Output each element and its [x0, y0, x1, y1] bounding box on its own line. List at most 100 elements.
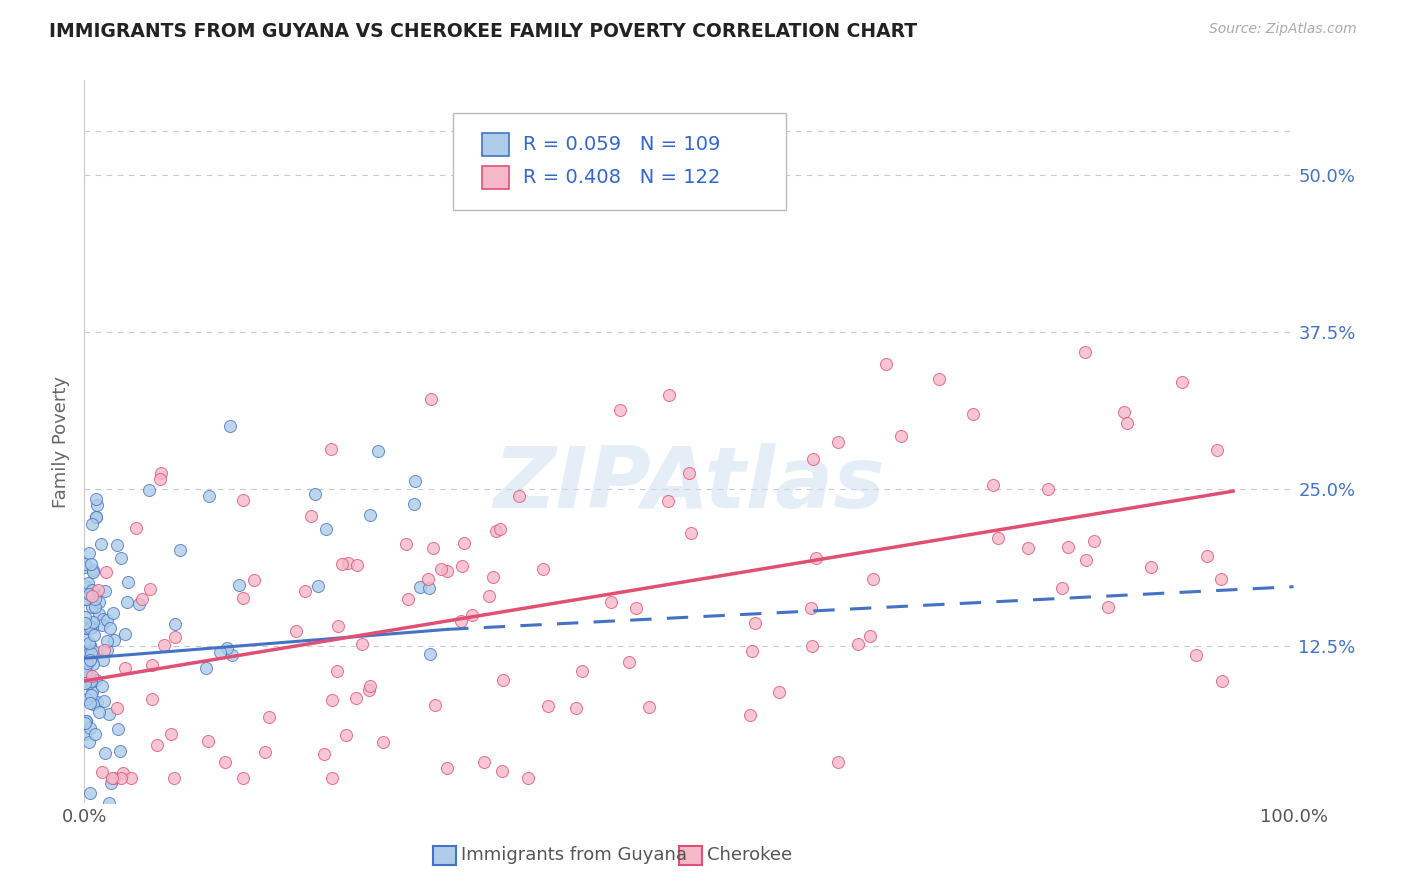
Point [84, 591, 107, 606]
Point [105, 701, 128, 715]
Point [1115, 416, 1137, 430]
Point [359, 508, 381, 522]
Point [77, 636, 100, 650]
Point [79, 585, 101, 599]
Point [232, 492, 254, 507]
Point [83, 628, 105, 642]
Text: Immigrants from Guyana: Immigrants from Guyana [461, 847, 688, 864]
Point [98, 706, 121, 721]
Point [115, 595, 138, 609]
Point [396, 592, 419, 607]
Point [319, 442, 342, 456]
Point [128, 598, 150, 612]
Point [395, 536, 418, 550]
Point [315, 522, 337, 536]
Point [337, 556, 360, 570]
Point [862, 572, 884, 586]
Point [110, 551, 132, 566]
Point [80, 668, 103, 682]
Point [163, 771, 186, 785]
Point [89, 607, 111, 621]
Point [232, 591, 254, 606]
Point [82, 615, 104, 629]
Point [599, 594, 621, 608]
Point [346, 558, 368, 572]
Point [79, 721, 101, 735]
Point [451, 558, 474, 573]
Point [138, 483, 160, 497]
Point [453, 536, 475, 550]
Point [472, 756, 495, 770]
Point [75, 714, 97, 728]
Point [77, 576, 100, 591]
Point [77, 669, 100, 683]
Point [436, 564, 458, 578]
Point [1017, 541, 1039, 556]
Point [131, 591, 153, 606]
Point [107, 722, 129, 736]
Point [120, 771, 142, 785]
Point [100, 776, 122, 790]
Point [304, 487, 326, 501]
Point [82, 620, 104, 634]
Point [928, 371, 950, 385]
Point [141, 692, 163, 706]
Point [485, 524, 508, 539]
Point [326, 619, 349, 633]
Point [165, 617, 187, 632]
Point [98, 621, 121, 635]
Point [981, 478, 1004, 492]
Point [94, 566, 117, 580]
Point [79, 653, 101, 667]
Point [508, 489, 530, 503]
Point [117, 574, 139, 589]
Point [404, 475, 426, 489]
Point [875, 357, 897, 371]
Point [242, 573, 264, 587]
Point [638, 700, 661, 714]
Point [75, 727, 97, 741]
Point [89, 594, 111, 608]
Point [146, 738, 169, 752]
Point [321, 693, 343, 707]
Point [1074, 345, 1097, 359]
Point [91, 764, 114, 779]
Point [101, 607, 124, 621]
Point [75, 616, 97, 631]
FancyBboxPatch shape [482, 166, 509, 189]
Point [75, 560, 97, 574]
Point [299, 509, 322, 524]
Point [197, 734, 219, 748]
Point [110, 744, 132, 758]
Point [79, 638, 101, 652]
Point [79, 646, 101, 660]
Point [76, 585, 98, 599]
Point [1211, 673, 1233, 688]
Point [79, 622, 101, 636]
Point [418, 581, 440, 595]
Point [97, 796, 120, 810]
Point [859, 630, 882, 644]
Point [114, 660, 136, 674]
Point [75, 716, 97, 731]
Point [165, 630, 187, 644]
Point [125, 521, 148, 535]
Point [152, 638, 174, 652]
Point [325, 664, 347, 678]
FancyBboxPatch shape [482, 133, 509, 156]
Point [80, 674, 103, 689]
Point [801, 639, 824, 653]
Point [321, 771, 343, 785]
Point [744, 616, 766, 631]
Point [82, 685, 104, 699]
Point [419, 647, 441, 661]
Point [259, 710, 281, 724]
Point [84, 510, 107, 524]
Point [82, 563, 104, 577]
Point [284, 624, 307, 638]
Point [75, 714, 97, 729]
Text: Source: ZipAtlas.com: Source: ZipAtlas.com [1209, 22, 1357, 37]
Point [1171, 376, 1194, 390]
Point [80, 688, 103, 702]
Point [531, 562, 554, 576]
